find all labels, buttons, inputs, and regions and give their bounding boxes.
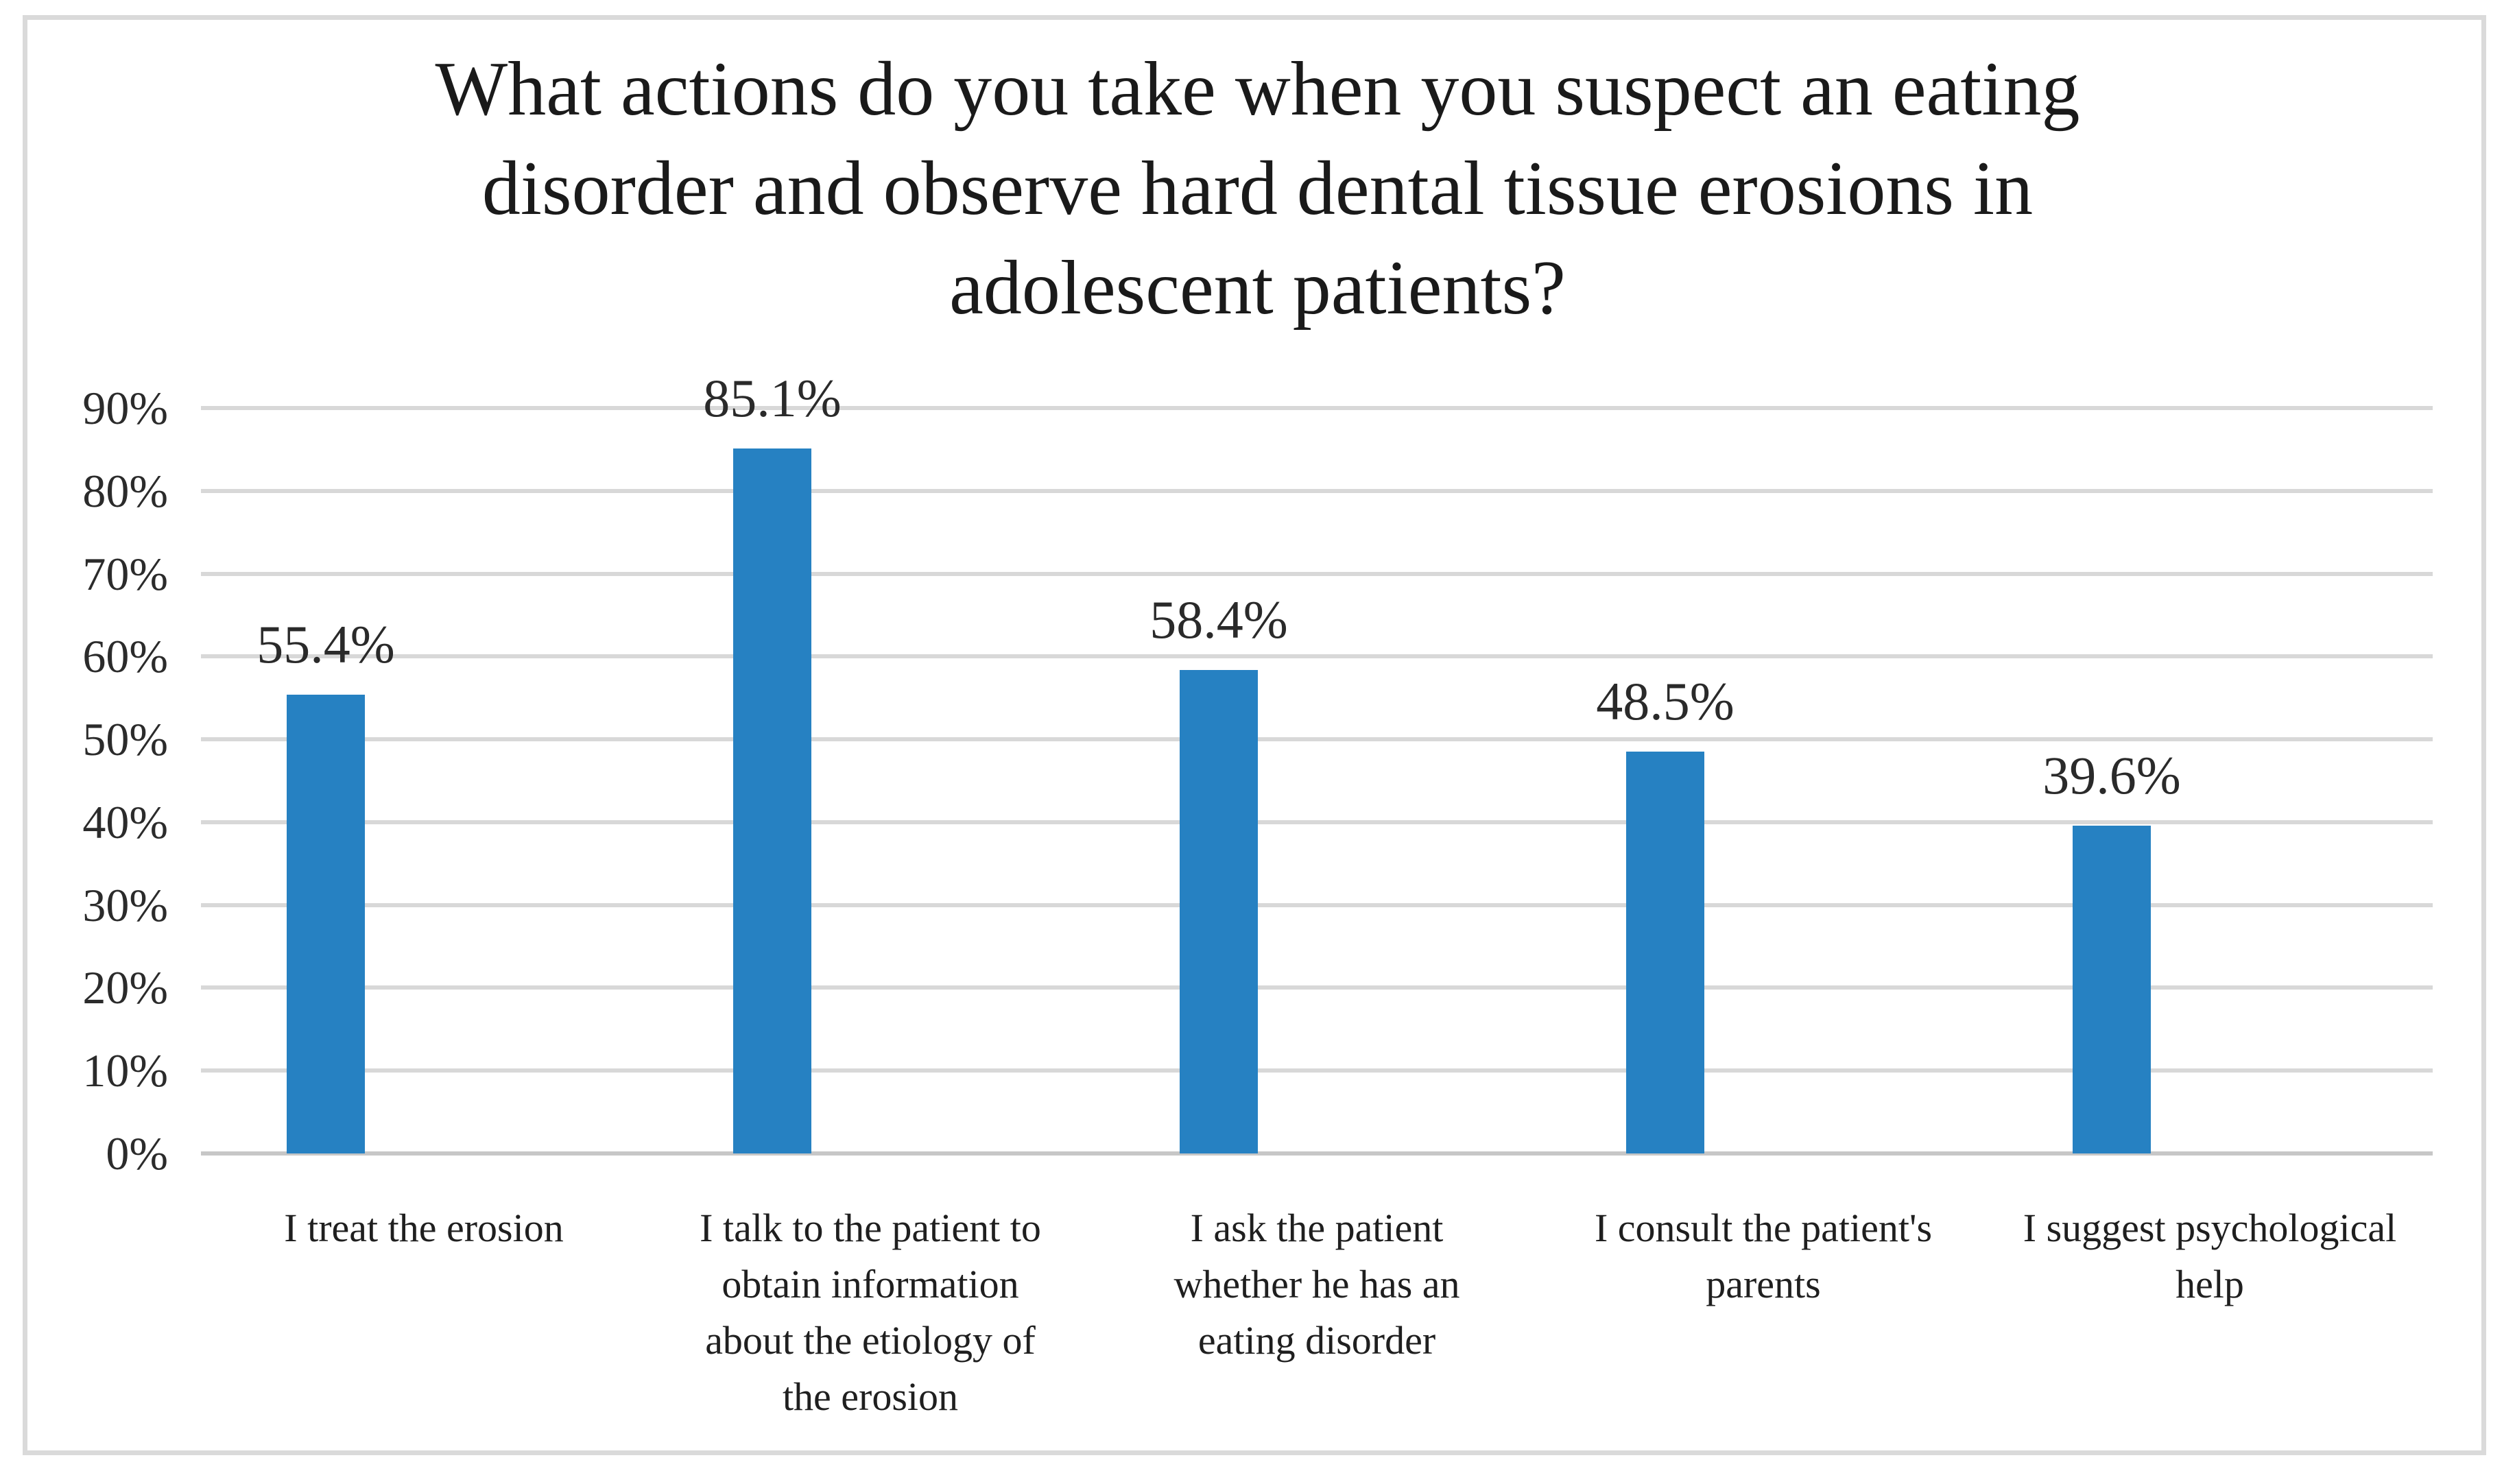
gridline xyxy=(201,654,2433,658)
y-tick-label: 40% xyxy=(82,796,168,848)
bar xyxy=(733,448,811,1153)
y-tick-label: 60% xyxy=(82,630,168,682)
bar xyxy=(1626,752,1704,1153)
y-tick-label: 50% xyxy=(82,713,168,765)
x-category-label: I treat the erosion xyxy=(284,1206,564,1250)
gridline xyxy=(201,985,2433,990)
y-tick-label: 10% xyxy=(82,1044,168,1097)
bar xyxy=(2073,826,2151,1153)
y-tick-label: 90% xyxy=(82,382,168,434)
x-category-label: I talk to the patient to obtain informat… xyxy=(700,1206,1041,1419)
bar-value-label: 58.4% xyxy=(1149,590,1288,649)
y-tick-label: 20% xyxy=(82,961,168,1014)
gridline xyxy=(201,406,2433,410)
bar-value-label: 48.5% xyxy=(1596,671,1735,731)
gridline xyxy=(201,903,2433,907)
gridline xyxy=(201,489,2433,493)
y-tick-label: 30% xyxy=(82,879,168,931)
bar-value-label: 39.6% xyxy=(2042,745,2181,805)
bar xyxy=(287,695,365,1153)
x-category-label: I ask the patient whether he has an eati… xyxy=(1173,1206,1460,1363)
bar xyxy=(1180,670,1258,1153)
gridline xyxy=(201,1068,2433,1073)
x-category-label: I suggest psychological help xyxy=(2023,1206,2397,1306)
y-tick-label: 80% xyxy=(82,465,168,517)
gridline xyxy=(201,737,2433,741)
y-tick-label: 0% xyxy=(106,1127,168,1180)
bar-value-label: 85.1% xyxy=(703,368,842,428)
bar-value-label: 55.4% xyxy=(257,614,395,674)
chart-title: What actions do you take when you suspec… xyxy=(435,47,2080,331)
gridline xyxy=(201,572,2433,576)
gridline xyxy=(201,820,2433,824)
x-axis-line xyxy=(201,1151,2433,1156)
y-tick-label: 70% xyxy=(82,548,168,600)
x-category-label: I consult the patient's parents xyxy=(1594,1206,1933,1306)
